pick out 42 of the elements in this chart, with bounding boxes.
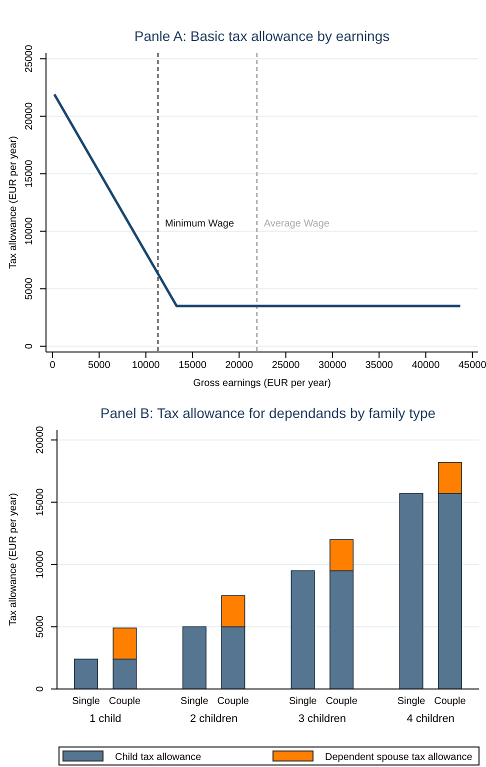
y-tick-label: 5000 [24,277,35,300]
x-tick-label: 35000 [365,360,394,372]
x-tick-label: Single [288,696,318,707]
ref-line-label: Average Wage [264,218,330,230]
legend-label: Dependent spouse tax allowance [325,752,473,763]
x-axis-title: Gross earnings (EUR per year) [193,378,331,389]
text: 3 children [298,713,346,725]
y-tick-label: 5000 [35,615,46,638]
chart-title: Panel B: Tax allowance for dependands by family type [100,405,436,421]
x-tick-label: 15000 [178,360,207,372]
x-tick-label: 45000 [458,360,486,372]
x-tick-label: Couple [108,696,142,707]
x-tick-label: Couple [434,696,466,707]
x-tick-label: Couple [217,696,250,707]
x-tick-label: 10000 [132,360,160,372]
x-tick-label: Single [72,696,100,707]
x-tick-label: 0 [50,360,56,372]
y-tick-label: 15000 [35,488,46,516]
y-tick-label: 0 [24,343,35,350]
ref-line-label: Minimum Wage [164,218,234,230]
y-tick-label: 0 [35,686,46,692]
x-tick-label: Single [397,696,426,707]
x-tick-label: 30000 [318,360,347,372]
x-tick-label: Couple [326,696,358,707]
y-tick-label: 25000 [24,44,35,73]
x-tick-label: Single [180,696,209,707]
x-tick-label: 5000 [88,360,111,372]
y-tick-label: 20000 [35,426,46,454]
y-tick-label: 10000 [35,550,46,578]
x-tick-label: 25000 [272,360,300,372]
x-tick-label: 40000 [412,360,440,372]
legend-label: Child tax allowance [115,752,202,763]
x-tick-label: 20000 [225,360,254,372]
text: 1 child [89,713,122,725]
y-axis-title: Tax allowance (EUR per year) [8,136,19,269]
y-tick-label: 20000 [24,102,35,130]
y-tick-label: 10000 [24,216,35,246]
text: 2 children [190,713,238,725]
chart-title: Panle A: Basic tax allowance by earnings [134,28,390,44]
text: 4 children [406,713,454,725]
y-tick-label: 15000 [24,159,35,188]
y-axis-title: Tax allowance (EUR per year) [8,493,19,626]
